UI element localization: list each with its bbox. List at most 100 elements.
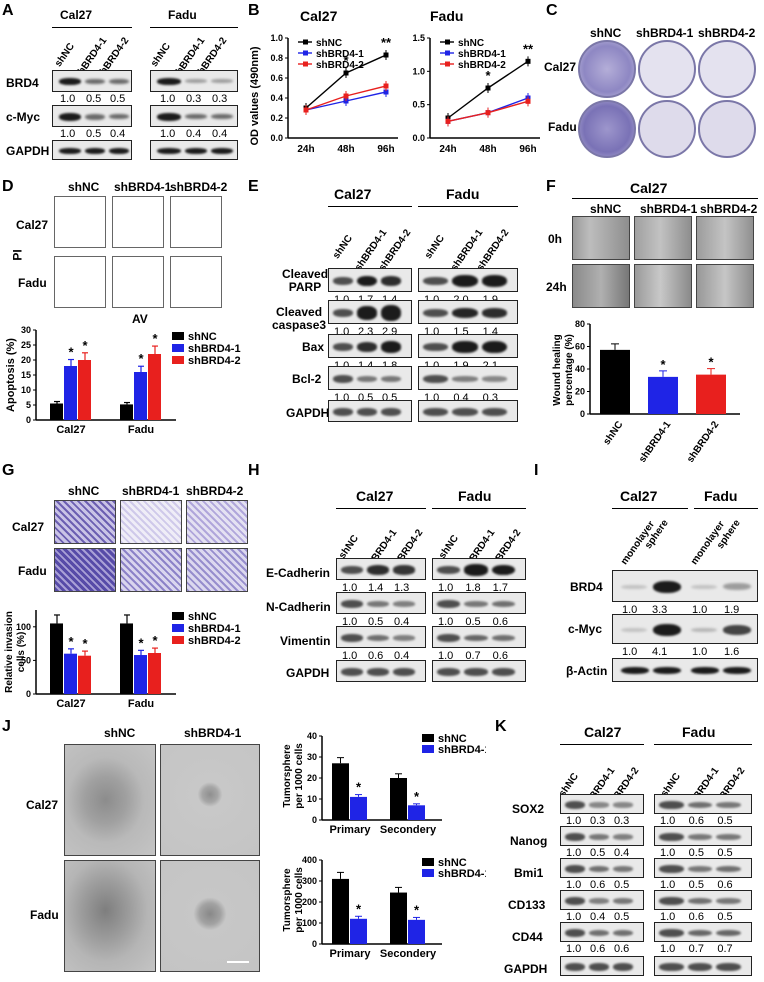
- k-row-bmi1: Bmi1: [514, 866, 544, 880]
- j-sphere-cal27-sh1: [160, 744, 260, 856]
- b-cal27-ytick: 0.4: [270, 93, 283, 103]
- svg-text:Tumorsphere: Tumorsphere: [282, 868, 293, 932]
- d-bar-chart: Apoptosis (%) 0 5 10 15 20 25 30 * * Cal27 * * Fadu s…: [5, 325, 241, 436]
- j-legend-swatch: [422, 858, 434, 866]
- h-blot-gapdh-cal27: [336, 660, 426, 682]
- d-sig: *: [68, 345, 74, 360]
- j-ytick: 10: [307, 794, 317, 804]
- g-inv-cal27-shnc: [54, 500, 116, 544]
- g-bar: [120, 623, 133, 694]
- j-legend-swatch: [422, 745, 434, 753]
- i-blot-actin: [612, 658, 758, 682]
- panel-label-h: H: [248, 462, 260, 479]
- f-ytick: 40: [575, 364, 585, 374]
- j-ytick: 30: [307, 752, 317, 762]
- f-ytick: 0: [580, 409, 585, 419]
- b-fadu-ytick: 0.0: [412, 133, 425, 143]
- k-blot-bmi1-cal27: [560, 858, 644, 878]
- g-legend-sh2: shBRD4-2: [188, 635, 241, 647]
- e-row-gapdh: GAPDH: [286, 406, 330, 420]
- i-blot-brd4: [612, 570, 758, 602]
- svg-text:Relative invasion: Relative invasion: [4, 611, 15, 693]
- j-bar: [390, 892, 407, 944]
- c-well-fadu-shnc: [578, 100, 636, 158]
- h-blot-vim-fadu: [432, 626, 526, 648]
- f-wound-0h-sh1: [634, 216, 692, 260]
- g-bar-chart: Relative invasion cells (%) 0 50 100 * * Cal2…: [4, 610, 241, 710]
- b-fadu-ytick: 1.0: [412, 66, 425, 76]
- h-row-ncad: N-Cadherin: [266, 600, 331, 614]
- a-cell-fadu: Fadu: [168, 8, 197, 22]
- b-fadu-xtick: 48h: [479, 144, 496, 155]
- d-bar: [120, 404, 133, 420]
- panel-label-g: G: [2, 462, 15, 479]
- b-line-charts: OD values (490nm) 0.0 0.2 0.4 0.6 0.8 1.0 24h 4…: [249, 33, 540, 155]
- g-legend-swatch: [172, 624, 184, 632]
- b-cal27-point: [383, 89, 389, 95]
- h-blot-ncad-cal27: [336, 592, 426, 614]
- j-sphere-fadu-sh1: [160, 860, 260, 972]
- a-blot-gapdh-cal27: [52, 140, 132, 160]
- f-xtick: shBRD4-1: [637, 419, 674, 462]
- b-fadu-point: [485, 110, 491, 116]
- d-ytick: 25: [21, 340, 31, 350]
- k-blot-sox2-fadu: [654, 794, 752, 814]
- b-title-fadu: Fadu: [430, 8, 464, 24]
- d-xtick: Fadu: [128, 424, 154, 436]
- g-sig: *: [138, 635, 144, 650]
- f-bar: [600, 349, 630, 414]
- j-ytick: 40: [307, 732, 317, 741]
- f-bar: [648, 376, 678, 414]
- d-bar: [78, 360, 91, 420]
- b-fadu-legend-sh1: shBRD4-1: [458, 49, 506, 60]
- k-blot-cd133-fadu: [654, 890, 752, 910]
- g-bar: [148, 653, 161, 694]
- f-ytick: 20: [575, 387, 585, 397]
- g-legend-swatch: [172, 636, 184, 644]
- b-cal27-sig: *: [343, 53, 349, 68]
- a-blot-brd4-cal27: [52, 70, 132, 92]
- h-blot-gapdh-fadu: [432, 660, 526, 682]
- e-blot-bcl-fadu: [418, 366, 518, 390]
- g-xtick: Fadu: [128, 698, 154, 710]
- d-bar: [134, 372, 147, 420]
- c-well-fadu-sh2: [698, 100, 756, 158]
- j-bar: [390, 778, 407, 820]
- d-bar: [64, 366, 77, 420]
- k-blot-nanog-cal27: [560, 826, 644, 846]
- b-cal27-point: [383, 83, 389, 89]
- e-row-bcl2: Bcl-2: [292, 372, 322, 386]
- b-cal27-xtick: 48h: [337, 144, 354, 155]
- b-fadu-point: [525, 98, 531, 104]
- g-ytick: 0: [26, 689, 31, 699]
- i-row-actin: β-Actin: [566, 664, 608, 678]
- j-bar: [350, 796, 367, 820]
- panel-label-j: J: [2, 718, 11, 735]
- j-legend-sh1: shBRD4-1: [438, 868, 486, 880]
- j-ytick: 400: [302, 855, 317, 865]
- k-row-cd133: CD133: [508, 898, 546, 912]
- g-bar: [64, 653, 77, 694]
- b-cal27-point: [343, 93, 349, 99]
- b-cal27-point: [303, 107, 309, 113]
- a-row-cmyc: c-Myc: [6, 110, 41, 124]
- e-row-casp: Cleaved caspase3: [272, 305, 327, 332]
- h-blot-vim-cal27: [336, 626, 426, 648]
- b-cal27-point: [343, 70, 349, 76]
- a-col-shnc-2: shNC: [148, 41, 173, 69]
- d-flow-fadu-sh1: [112, 256, 164, 308]
- k-blot-cd44-fadu: [654, 922, 752, 942]
- g-bar: [78, 655, 91, 694]
- j-bar: [350, 918, 367, 944]
- j-sphere-fadu-shnc: [64, 860, 156, 972]
- d-legend-swatch: [172, 344, 184, 352]
- g-ytick: 100: [16, 622, 31, 632]
- h-row-ecad: E-Cadherin: [266, 566, 331, 580]
- svg-text:cells (%): cells (%): [16, 632, 27, 673]
- a-blot-gapdh-fadu: [150, 140, 238, 160]
- g-inv-fadu-shnc: [54, 548, 116, 592]
- g-sig: *: [152, 633, 158, 648]
- c-well-cal27-sh1: [638, 40, 696, 98]
- d-flow-fadu-shnc: [54, 256, 106, 308]
- b-fadu-ytick: 1.5: [412, 33, 425, 43]
